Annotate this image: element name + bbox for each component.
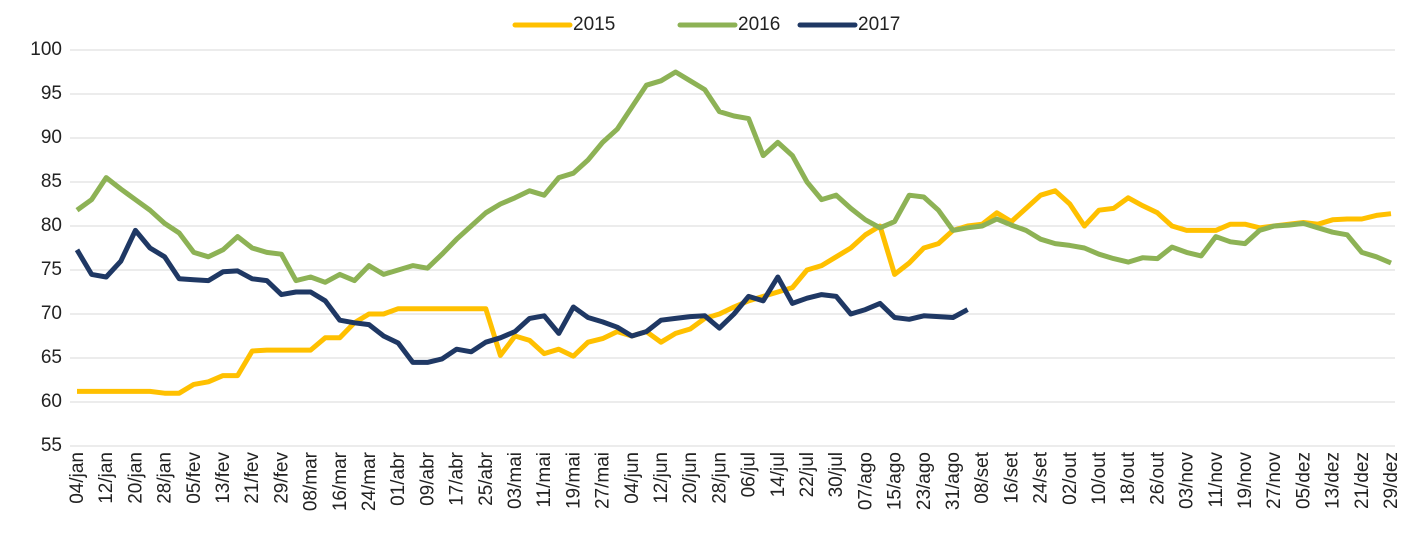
- x-tick-label: 28/jan: [155, 452, 176, 504]
- y-tick-label: 90: [41, 127, 62, 148]
- x-tick-label: 03/mai: [505, 452, 526, 509]
- y-tick-label: 70: [41, 303, 62, 324]
- x-tick-label: 15/ago: [885, 452, 906, 510]
- x-tick-label: 19/mai: [563, 452, 584, 509]
- x-tick-label: 14/jul: [768, 452, 789, 497]
- x-tick-label: 27/mai: [593, 452, 614, 509]
- x-tick-label: 31/ago: [943, 452, 964, 510]
- x-tick-label: 28/jun: [709, 452, 730, 504]
- x-tick-label: 16/set: [1001, 451, 1022, 503]
- x-tick-label: 12/jun: [651, 452, 672, 504]
- x-tick-label: 04/jan: [67, 452, 88, 504]
- x-tick-label: 02/out: [1060, 451, 1081, 505]
- x-tick-label: 08/set: [972, 451, 993, 503]
- y-tick-label: 75: [41, 259, 62, 280]
- x-tick-label: 08/mar: [301, 451, 322, 511]
- y-tick-label: 85: [41, 171, 62, 192]
- x-tick-label: 26/out: [1147, 451, 1168, 505]
- series-line: [74, 227, 969, 365]
- x-tick-label: 24/set: [1031, 451, 1052, 503]
- x-tick-label: 24/mar: [359, 451, 380, 511]
- x-tick-label: 12/jan: [96, 452, 117, 504]
- x-tick-label: 25/abr: [476, 451, 497, 506]
- x-tick-label: 05/dez: [1293, 452, 1314, 509]
- x-tick-label: 09/abr: [417, 451, 438, 506]
- x-tick-label: 21/fev: [242, 452, 263, 504]
- legend-label: 2016: [738, 14, 780, 35]
- y-tick-label: 55: [41, 435, 62, 456]
- series-line: [75, 69, 1392, 285]
- y-tick-label: 65: [41, 347, 62, 368]
- x-tick-label: 17/abr: [447, 451, 468, 506]
- x-tick-label: 11/mai: [534, 452, 555, 508]
- x-tick-label: 06/jul: [739, 452, 760, 497]
- y-tick-label: 95: [41, 83, 62, 104]
- legend-label: 2017: [858, 14, 900, 35]
- x-tick-label: 20/jan: [125, 452, 146, 504]
- x-tick-label: 20/jun: [680, 452, 701, 504]
- x-tick-label: 05/fev: [184, 452, 205, 504]
- y-tick-label: 60: [41, 391, 62, 412]
- x-tick-label: 01/abr: [388, 451, 409, 506]
- x-tick-label: 11/nov: [1206, 452, 1227, 508]
- x-tick-label: 13/dez: [1323, 452, 1344, 509]
- x-tick-label: 03/nov: [1177, 452, 1198, 510]
- y-tick-label: 80: [41, 215, 62, 236]
- x-tick-label: 29/fev: [271, 452, 292, 504]
- series-line: [77, 188, 1392, 396]
- x-tick-label: 19/nov: [1235, 452, 1256, 510]
- y-tick-label: 100: [30, 39, 62, 60]
- x-tick-label: 13/fev: [213, 452, 234, 504]
- x-tick-label: 04/jun: [622, 452, 643, 504]
- legend-label: 2015: [573, 14, 615, 35]
- x-tick-label: 18/out: [1118, 451, 1139, 505]
- x-tick-label: 16/mar: [330, 451, 351, 511]
- x-tick-label: 29/dez: [1381, 452, 1402, 509]
- x-tick-label: 22/jul: [797, 452, 818, 497]
- x-tick-label: 10/out: [1089, 451, 1110, 505]
- x-tick-label: 27/nov: [1264, 452, 1285, 510]
- x-tick-label: 23/ago: [914, 452, 935, 510]
- x-tick-label: 07/ago: [855, 452, 876, 510]
- x-tick-label: 21/dez: [1352, 452, 1373, 509]
- x-tick-label: 30/jul: [826, 452, 847, 497]
